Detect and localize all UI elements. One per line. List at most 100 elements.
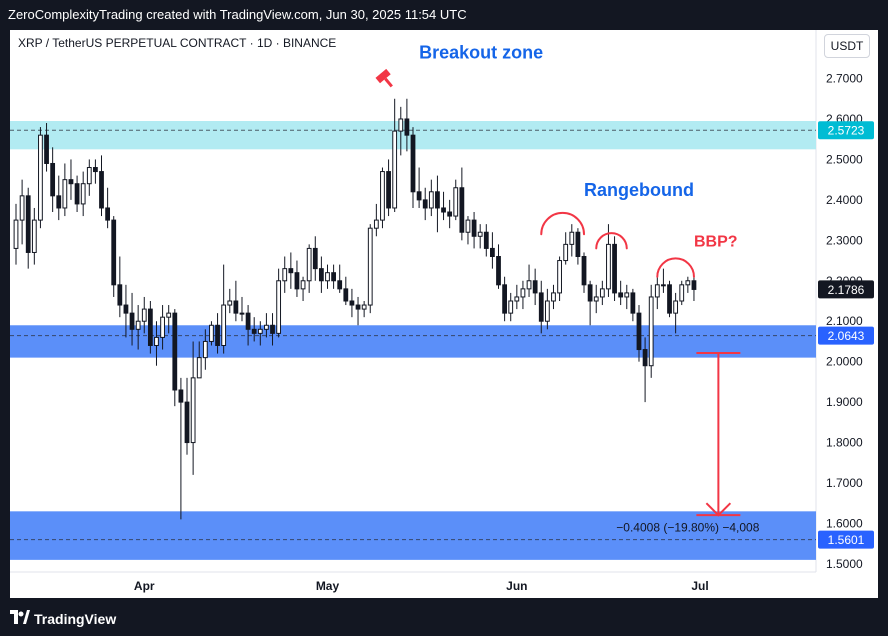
candle-down	[93, 167, 98, 173]
candle-up	[398, 118, 404, 132]
y-tick-label: 2.1000	[826, 314, 863, 328]
footer-bar	[0, 600, 888, 636]
candle-up	[221, 304, 227, 346]
brand-name: TradingView	[34, 611, 117, 627]
candle-up	[508, 300, 514, 314]
candle-up	[202, 340, 208, 359]
candle-up	[544, 300, 550, 322]
candle-up	[606, 243, 611, 290]
candle-up	[679, 284, 685, 302]
candle-up	[62, 179, 68, 209]
y-tick-label: 2.3000	[826, 233, 863, 247]
candle-down	[490, 247, 495, 258]
zone-band-2	[10, 511, 816, 560]
candle-down	[538, 292, 544, 322]
candle-down	[178, 389, 184, 403]
candle-down	[355, 304, 361, 310]
y-tick-label: 2.5000	[826, 152, 863, 166]
candle-down	[575, 231, 581, 258]
candle-down	[483, 231, 489, 249]
candle-down	[312, 247, 318, 270]
candle-down	[343, 288, 349, 302]
candle-up	[685, 280, 691, 286]
candle-up	[80, 183, 86, 205]
candle-up	[520, 288, 526, 298]
chart-frame[interactable]: 2.70002.60002.50002.40002.30002.20002.10…	[10, 30, 878, 598]
candle-down	[471, 219, 477, 237]
candle-down	[111, 219, 117, 286]
candle-up	[154, 336, 159, 346]
tradingview-logo-icon	[10, 610, 30, 624]
candle-down	[44, 134, 49, 164]
candle-down	[245, 312, 251, 330]
candle-down	[147, 308, 153, 346]
candle-up	[190, 377, 196, 444]
chart-canvas[interactable]: 2.70002.60002.50002.40002.30002.20002.10…	[10, 30, 878, 598]
currency-button[interactable]: USDT	[824, 34, 870, 58]
price-label: 2.0643	[828, 329, 865, 343]
symbol-description: XRP / TetherUS PERPETUAL CONTRACT · 1D ·…	[18, 36, 337, 50]
candle-down	[215, 324, 220, 346]
y-tick-label: 1.8000	[826, 436, 863, 450]
candle-up	[477, 231, 483, 237]
candle-up	[227, 300, 233, 306]
candle-up	[276, 280, 282, 334]
candle-up	[428, 191, 434, 209]
candle-up	[160, 316, 165, 338]
y-tick-label: 2.7000	[826, 72, 863, 86]
rangebound-label: Rangebound	[584, 180, 694, 200]
candle-up	[209, 324, 214, 342]
candle-down	[337, 280, 343, 290]
candle-down	[331, 272, 336, 282]
candle-up	[453, 187, 459, 217]
candle-up	[325, 272, 330, 282]
candle-up	[373, 219, 379, 229]
bbp-label: BBP?	[694, 233, 738, 250]
x-tick-label: Apr	[134, 579, 155, 593]
candle-down	[422, 199, 428, 209]
candle-up	[593, 296, 599, 302]
candle-down	[117, 284, 123, 306]
candle-up	[361, 304, 367, 310]
candle-down	[691, 280, 697, 290]
candle-down	[233, 300, 239, 314]
y-tick-label: 1.6000	[826, 516, 863, 530]
candle-up	[392, 130, 398, 209]
candle-down	[636, 312, 642, 351]
candle-up	[599, 288, 605, 298]
candle-up	[13, 219, 19, 249]
candle-up	[569, 231, 575, 245]
candle-down	[184, 401, 190, 444]
candle-down	[25, 195, 31, 253]
candle-down	[270, 324, 275, 334]
candle-down	[435, 191, 440, 209]
candle-up	[141, 308, 147, 322]
candle-down	[386, 171, 391, 209]
candle-down	[56, 195, 62, 209]
candle-up	[300, 280, 306, 290]
candle-down	[294, 272, 300, 290]
x-tick-label: Jun	[506, 579, 527, 593]
candle-up	[257, 328, 263, 334]
candle-down	[251, 328, 257, 334]
zone-band-1	[10, 325, 816, 358]
price-label-box	[818, 121, 874, 140]
price-label: 2.5723	[828, 124, 865, 138]
candle-up	[306, 247, 312, 282]
candle-down	[404, 118, 410, 136]
price-label-box	[818, 280, 874, 299]
top-arc-0	[540, 212, 586, 236]
candle-up	[514, 296, 520, 302]
top-arc-1	[595, 232, 628, 250]
hammer-icon	[375, 68, 393, 88]
candle-up	[654, 284, 660, 298]
candle-up	[526, 280, 532, 290]
candle-down	[667, 284, 672, 314]
candle-up	[196, 357, 202, 379]
candle-up	[563, 243, 569, 262]
attribution-header: ZeroComplexityTrading created with Tradi…	[0, 0, 888, 30]
x-tick-label: Jul	[691, 579, 708, 593]
y-tick-label: 1.9000	[826, 395, 863, 409]
price-label: 2.1786	[828, 283, 865, 297]
candle-up	[19, 195, 25, 221]
